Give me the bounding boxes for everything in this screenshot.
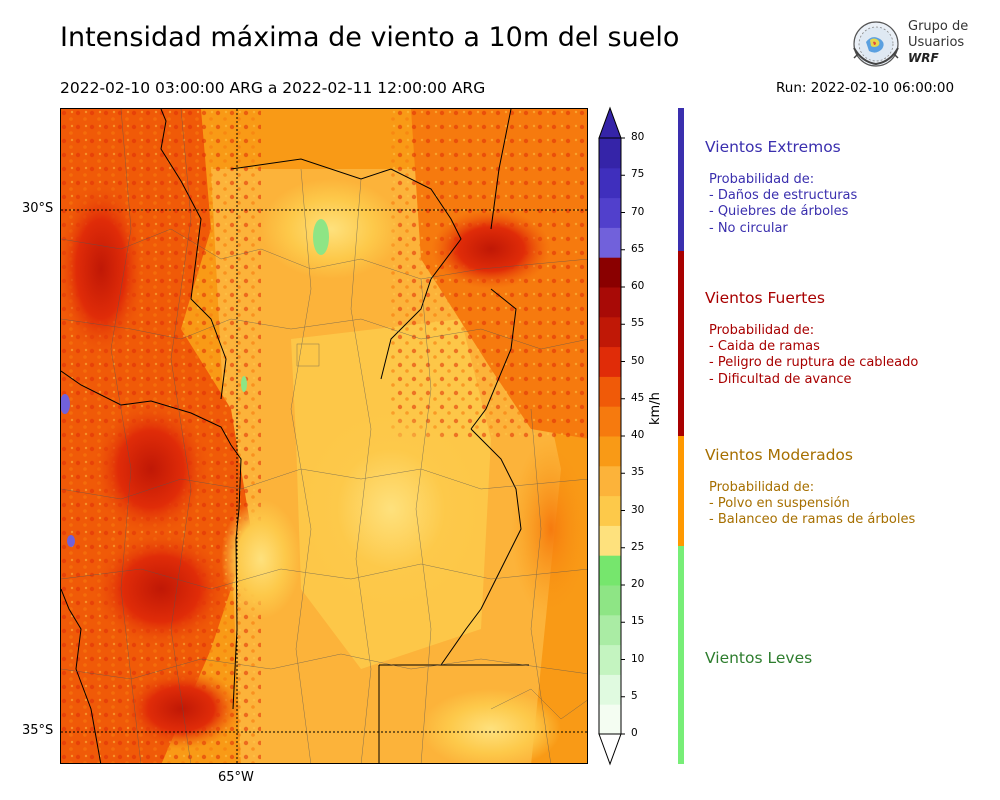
colorbar-cell: [599, 585, 621, 616]
colorbar-tick-label: 50: [631, 354, 645, 367]
forecast-period: 2022-02-10 03:00:00 ARG a 2022-02-11 12:…: [60, 79, 486, 97]
colorbar-tick-label: 15: [631, 615, 645, 628]
colorbar-tick-label: 35: [631, 466, 645, 479]
colorbar-cell: [599, 406, 621, 437]
colorbar-cell: [599, 257, 621, 288]
cat-desc-extremos: Probabilidad de: - Daños de estructuras …: [709, 172, 857, 237]
colorbar-tick-label: 10: [631, 652, 645, 665]
colorbar-tick-label: 40: [631, 429, 645, 441]
globe-icon: [853, 21, 899, 67]
colorbar-tick-label: 45: [631, 391, 645, 404]
colorbar-cell: [599, 436, 621, 467]
wind-field-canvas: [61, 109, 587, 763]
cat-desc-moderados: Probabilidad de: - Polvo en suspensión -…: [709, 480, 915, 529]
colorbar-cell: [599, 316, 621, 348]
colorbar-tick-label: 20: [631, 578, 645, 590]
cat-bar-fuertes: [678, 251, 684, 436]
colorbar-tick-label: 60: [631, 280, 645, 292]
colorbar-tick-label: 5: [631, 689, 638, 702]
colorbar-tick-label: 70: [631, 205, 645, 218]
colorbar-cell: [599, 227, 621, 258]
cat-desc-item: - Dificultad de avance: [709, 371, 852, 387]
colorbar-cell: [599, 525, 621, 556]
wind-speed-map: [60, 108, 588, 764]
wind-colorbar: [598, 106, 625, 766]
colorbar-cell: [599, 614, 621, 646]
colorbar-tick-label: 25: [631, 540, 645, 553]
colorbar-tick-label: 55: [631, 317, 645, 330]
colorbar-tick-label: 75: [631, 168, 645, 181]
cat-desc-heading: Probabilidad de:: [709, 323, 815, 338]
cat-title-extremos: Vientos Extremos: [705, 138, 841, 156]
colorbar-cell: [599, 287, 621, 318]
model-run-time: Run: 2022-02-10 06:00:00: [776, 80, 955, 96]
logo-text-line2: Usuarios: [908, 35, 965, 50]
cat-title-moderados: Vientos Moderados: [705, 446, 853, 464]
cat-desc-item: - Quiebres de árboles: [709, 204, 849, 220]
colorbar-unit: km/h: [648, 392, 663, 425]
cat-desc-item: - Peligro de ruptura de cableado: [709, 355, 919, 371]
colorbar-cell: [599, 167, 621, 199]
cat-desc-fuertes: Probabilidad de: - Caida de ramas - Peli…: [709, 323, 918, 388]
colorbar-tick-label: 0: [631, 727, 638, 739]
cat-title-fuertes: Vientos Fuertes: [705, 289, 825, 307]
cat-desc-item: - Caida de ramas: [709, 339, 820, 355]
cat-desc-heading: Probabilidad de:: [709, 172, 815, 187]
cat-title-leves: Vientos Leves: [705, 649, 813, 667]
lat-label-35s: 35°S: [22, 723, 54, 738]
colorbar-cell: [599, 465, 621, 497]
colorbar-cell: [599, 555, 621, 586]
colorbar-cell: [599, 138, 621, 169]
colorbar-cell: [599, 376, 621, 407]
colorbar-tick-label: 80: [631, 131, 645, 143]
colorbar-tick-label: 30: [631, 503, 645, 516]
cat-desc-item: - No circular: [709, 220, 788, 236]
lat-label-30s: 30°S: [22, 201, 54, 216]
cat-desc-item: - Balanceo de ramas de árboles: [709, 512, 916, 528]
colorbar-cell: [599, 704, 621, 735]
cat-desc-item: - Polvo en suspensión: [709, 496, 850, 512]
colorbar-cell: [599, 495, 621, 526]
colorbar-cell: [599, 644, 621, 675]
colorbar-cell: [599, 197, 621, 228]
colorbar-cell: [599, 674, 621, 705]
logo-text-line1: Grupo de: [908, 19, 969, 34]
colorbar-cell: [599, 346, 621, 377]
cat-desc-item: - Daños de estructuras: [709, 188, 858, 204]
colorbar-tick-label: 65: [631, 242, 645, 255]
cat-desc-heading: Probabilidad de:: [709, 480, 815, 495]
cat-bar-moderados: [678, 436, 684, 546]
cat-bar-extremos: [678, 108, 684, 251]
cat-bar-leves: [678, 546, 684, 764]
map-title: Intensidad máxima de viento a 10m del su…: [60, 22, 680, 53]
lon-label-65w: 65°W: [218, 770, 254, 785]
grupo-usuarios-wrf-logo: Grupo de Usuarios WRF: [848, 18, 978, 72]
logo-text-line3: WRF: [908, 51, 939, 65]
